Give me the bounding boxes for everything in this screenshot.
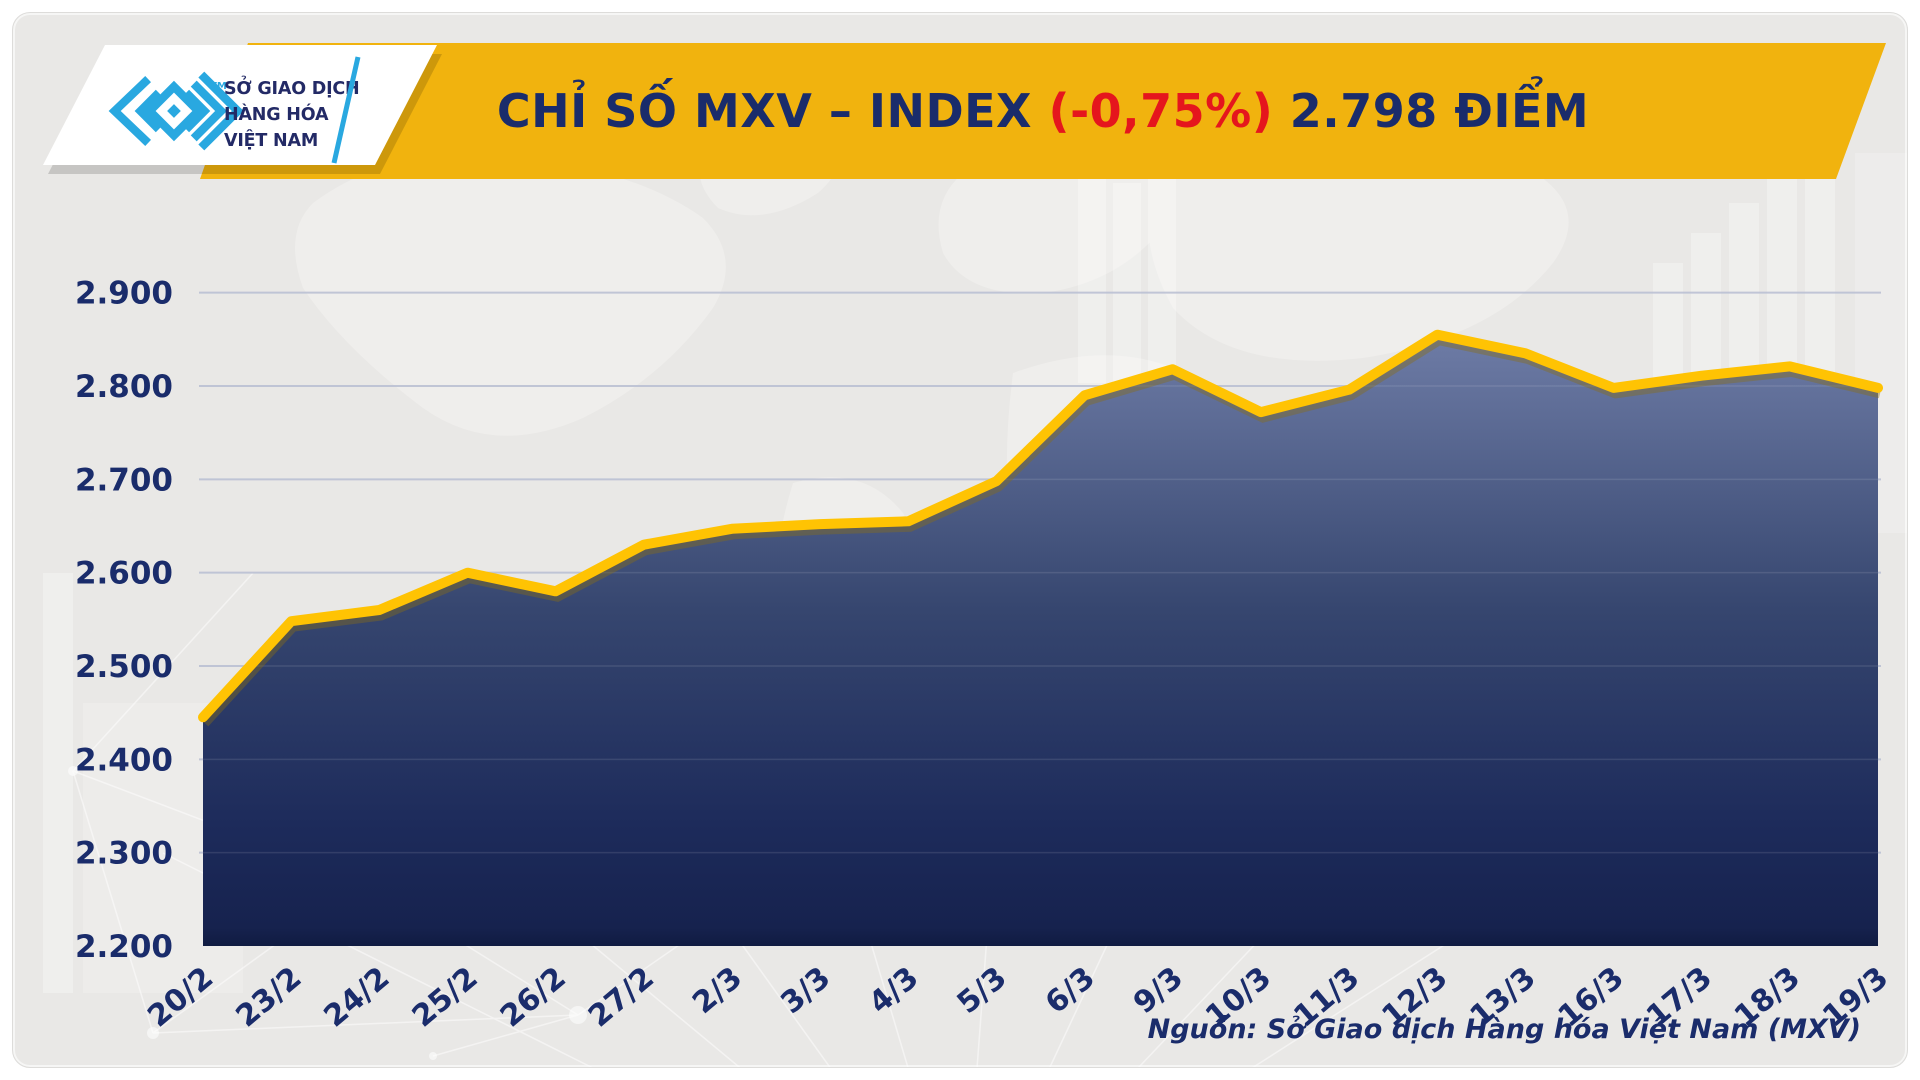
index-line (198, 329, 1883, 723)
y-axis-label: 2.400 (75, 742, 173, 778)
logo-accent-slash (331, 56, 361, 164)
y-axis-label: 2.800 (75, 369, 173, 405)
y-axis-label: 2.300 (75, 836, 173, 872)
mxv-logo-icon (108, 71, 244, 151)
mxv-index-chart: 2.900 2.800 2.700 2.600 2.500 2.400 2.300 2.200… (75, 276, 1895, 1035)
infographic-card: CHỈ SỐ MXV – INDEX (-0,75%) 2.798 ĐIỂM T… (12, 12, 1908, 1068)
logo-text-line1: SỞ GIAO DỊCH (224, 75, 360, 99)
y-axis-label: 2.700 (75, 462, 173, 498)
y-axis-label: 2.600 (75, 556, 173, 592)
logo-card: TM SỞ GIAO DỊCH HÀNG HÓA VIỆT NAM (43, 45, 442, 174)
logo-text-line3: VIỆT NAM (224, 129, 318, 151)
y-axis-label: 2.200 (75, 929, 173, 965)
source-text: Nguồn: Sở Giao dịch Hàng hóa Việt Nam (M… (1147, 1014, 1861, 1045)
y-axis-label: 2.500 (75, 649, 173, 685)
area-fill (203, 334, 1878, 946)
trademark-label: TM (210, 81, 227, 92)
y-axis-label: 2.900 (75, 276, 173, 312)
logo-text-line2: HÀNG HÓA (224, 103, 329, 125)
